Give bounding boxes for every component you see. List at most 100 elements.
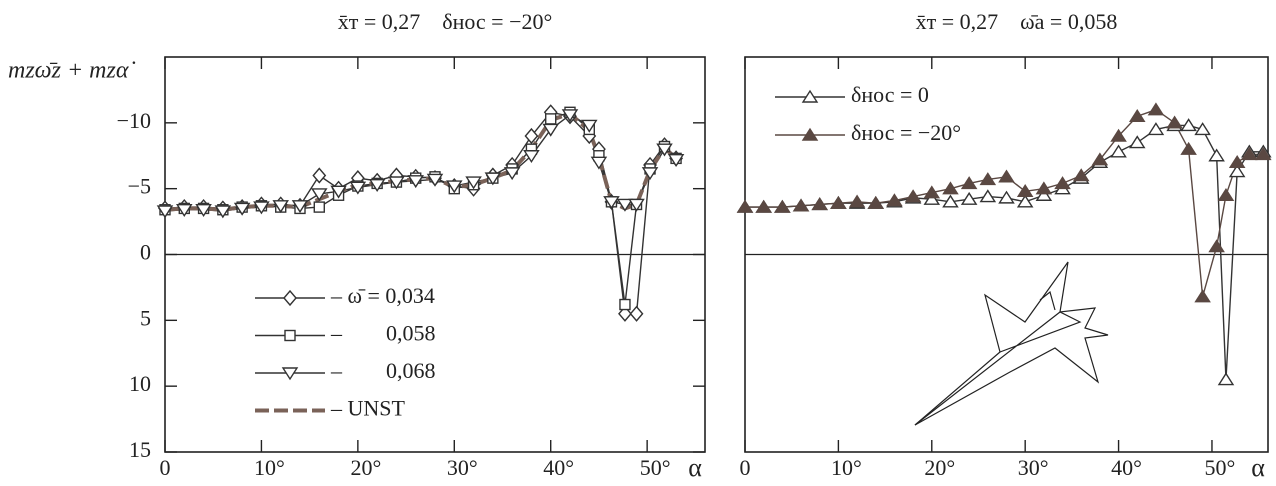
marker <box>283 289 297 307</box>
marker <box>628 198 645 212</box>
marker <box>330 185 347 199</box>
marker <box>942 181 959 195</box>
marker <box>1255 147 1272 161</box>
marker <box>641 167 659 181</box>
marker <box>426 173 444 187</box>
marker <box>503 167 521 181</box>
marker <box>960 176 978 190</box>
marker <box>801 89 819 103</box>
marker <box>465 176 482 190</box>
x-axis-label: α <box>688 453 702 482</box>
marker <box>1166 115 1183 129</box>
marker <box>629 305 644 322</box>
marker <box>1217 372 1235 386</box>
marker <box>923 185 941 199</box>
x-tick-label: 50° <box>1205 455 1236 480</box>
marker <box>542 123 559 137</box>
marker <box>1110 128 1127 142</box>
legend-label: – ω̄ = 0,034 <box>330 283 435 308</box>
marker <box>1180 118 1197 132</box>
legend-label: δнос = 0 <box>851 82 929 107</box>
x-tick-label: 30° <box>1018 455 1049 480</box>
marker <box>590 156 608 170</box>
x-tick-label: 40° <box>1111 455 1142 480</box>
chart-title: x̄т = 0,27 δнос = −20° <box>338 9 553 34</box>
marker <box>867 195 885 209</box>
marker <box>253 201 270 215</box>
marker <box>801 127 819 141</box>
marker <box>960 191 978 205</box>
marker <box>1208 239 1225 253</box>
marker <box>561 109 579 123</box>
marker <box>368 179 386 193</box>
marker <box>942 194 959 208</box>
marker <box>1228 155 1246 169</box>
marker <box>1128 108 1146 122</box>
marker <box>313 201 325 213</box>
legend-label: – 0,058 <box>330 321 436 346</box>
x-tick-label: 10° <box>831 455 862 480</box>
marker <box>1054 176 1071 190</box>
marker <box>291 200 309 214</box>
marker <box>388 176 405 190</box>
marker <box>603 196 620 210</box>
y-axis-label: mzω̄z + mzα̇ <box>8 58 135 84</box>
x-tick-label: 20° <box>350 455 381 480</box>
marker <box>1035 187 1053 201</box>
x-tick-label: 30° <box>447 455 478 480</box>
marker <box>1208 148 1225 162</box>
marker <box>755 199 772 213</box>
marker <box>1147 122 1165 136</box>
y-tick-label: −5 <box>128 174 151 199</box>
marker <box>904 189 922 203</box>
marker <box>792 198 810 212</box>
marker <box>830 195 847 209</box>
marker <box>272 200 289 214</box>
y-tick-label: −10 <box>117 108 151 133</box>
y-tick-label: 0 <box>140 240 151 265</box>
marker <box>233 202 251 216</box>
marker <box>484 172 502 186</box>
marker <box>349 181 367 195</box>
marker <box>545 113 557 125</box>
series-line <box>745 124 1264 380</box>
marker <box>446 180 463 194</box>
marker <box>1016 194 1034 208</box>
marker <box>848 194 866 208</box>
y-tick-label: 15 <box>129 437 151 462</box>
marker <box>1128 135 1146 149</box>
marker <box>214 205 232 219</box>
marker <box>998 169 1015 183</box>
marker <box>281 367 299 381</box>
marker <box>736 199 754 213</box>
x-tick-label: 10° <box>254 455 285 480</box>
marker <box>284 329 296 342</box>
marker <box>1110 144 1127 158</box>
marker <box>1035 181 1053 195</box>
marker <box>1217 187 1235 201</box>
chart-title: x̄т = 0,27 ω̄a = 0,058 <box>916 9 1118 34</box>
x-tick-label: 20° <box>924 455 955 480</box>
marker <box>156 205 174 219</box>
marker <box>581 119 598 133</box>
marker <box>811 197 828 211</box>
x-tick-label: 50° <box>640 455 671 480</box>
marker <box>1016 183 1034 198</box>
marker <box>1194 289 1211 303</box>
marker <box>312 167 327 184</box>
marker <box>616 198 634 212</box>
marker <box>1194 122 1211 136</box>
marker <box>656 143 673 157</box>
y-tick-label: 10 <box>129 371 151 396</box>
marker <box>886 193 903 207</box>
marker <box>979 172 997 186</box>
x-tick-label: 0 <box>160 455 171 480</box>
aircraft-sketch <box>914 261 1109 426</box>
marker <box>176 204 193 218</box>
marker <box>667 153 685 168</box>
x-axis-label: α <box>1251 453 1265 482</box>
marker <box>1091 152 1109 166</box>
marker <box>1228 164 1246 178</box>
marker <box>1241 147 1258 161</box>
